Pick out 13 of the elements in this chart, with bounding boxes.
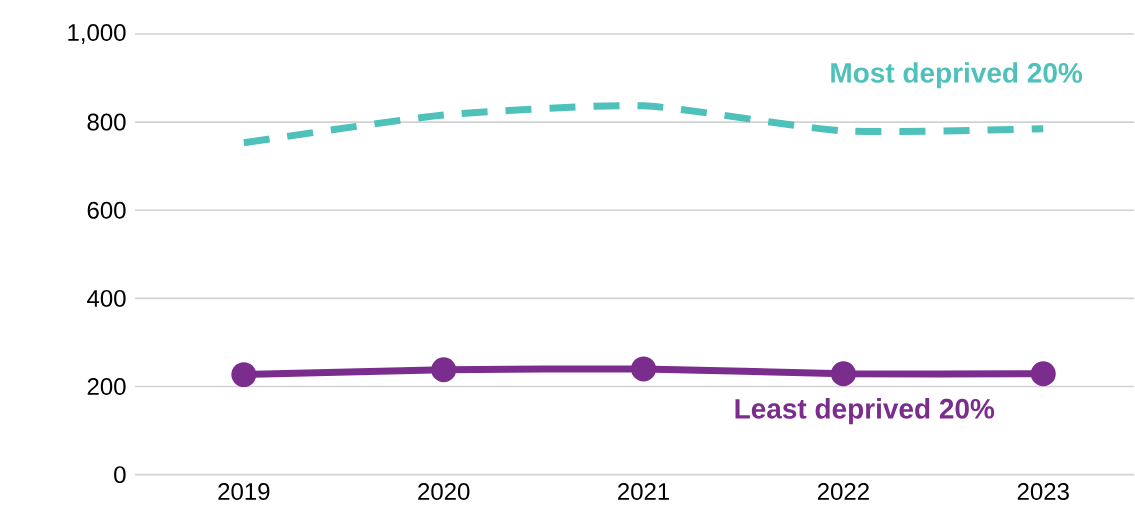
y-tick-label: 200 <box>87 378 126 396</box>
y-tick-label: 1,000 <box>68 24 126 45</box>
x-tick-label: 2019 <box>218 483 270 501</box>
x-tick-label: 2023 <box>1017 483 1069 501</box>
y-tick-label: 0 <box>114 466 126 484</box>
x-tick-label: 2021 <box>618 483 670 501</box>
y-tick-label: 800 <box>87 113 126 131</box>
series-label: Least deprived 20% <box>735 398 995 425</box>
y-tick-label: 600 <box>87 201 126 219</box>
y-tick-label: 400 <box>87 290 126 308</box>
x-tick-label: 2020 <box>418 483 470 501</box>
x-tick-label: 2022 <box>817 483 869 501</box>
series-label: Most deprived 20% <box>831 62 1083 89</box>
